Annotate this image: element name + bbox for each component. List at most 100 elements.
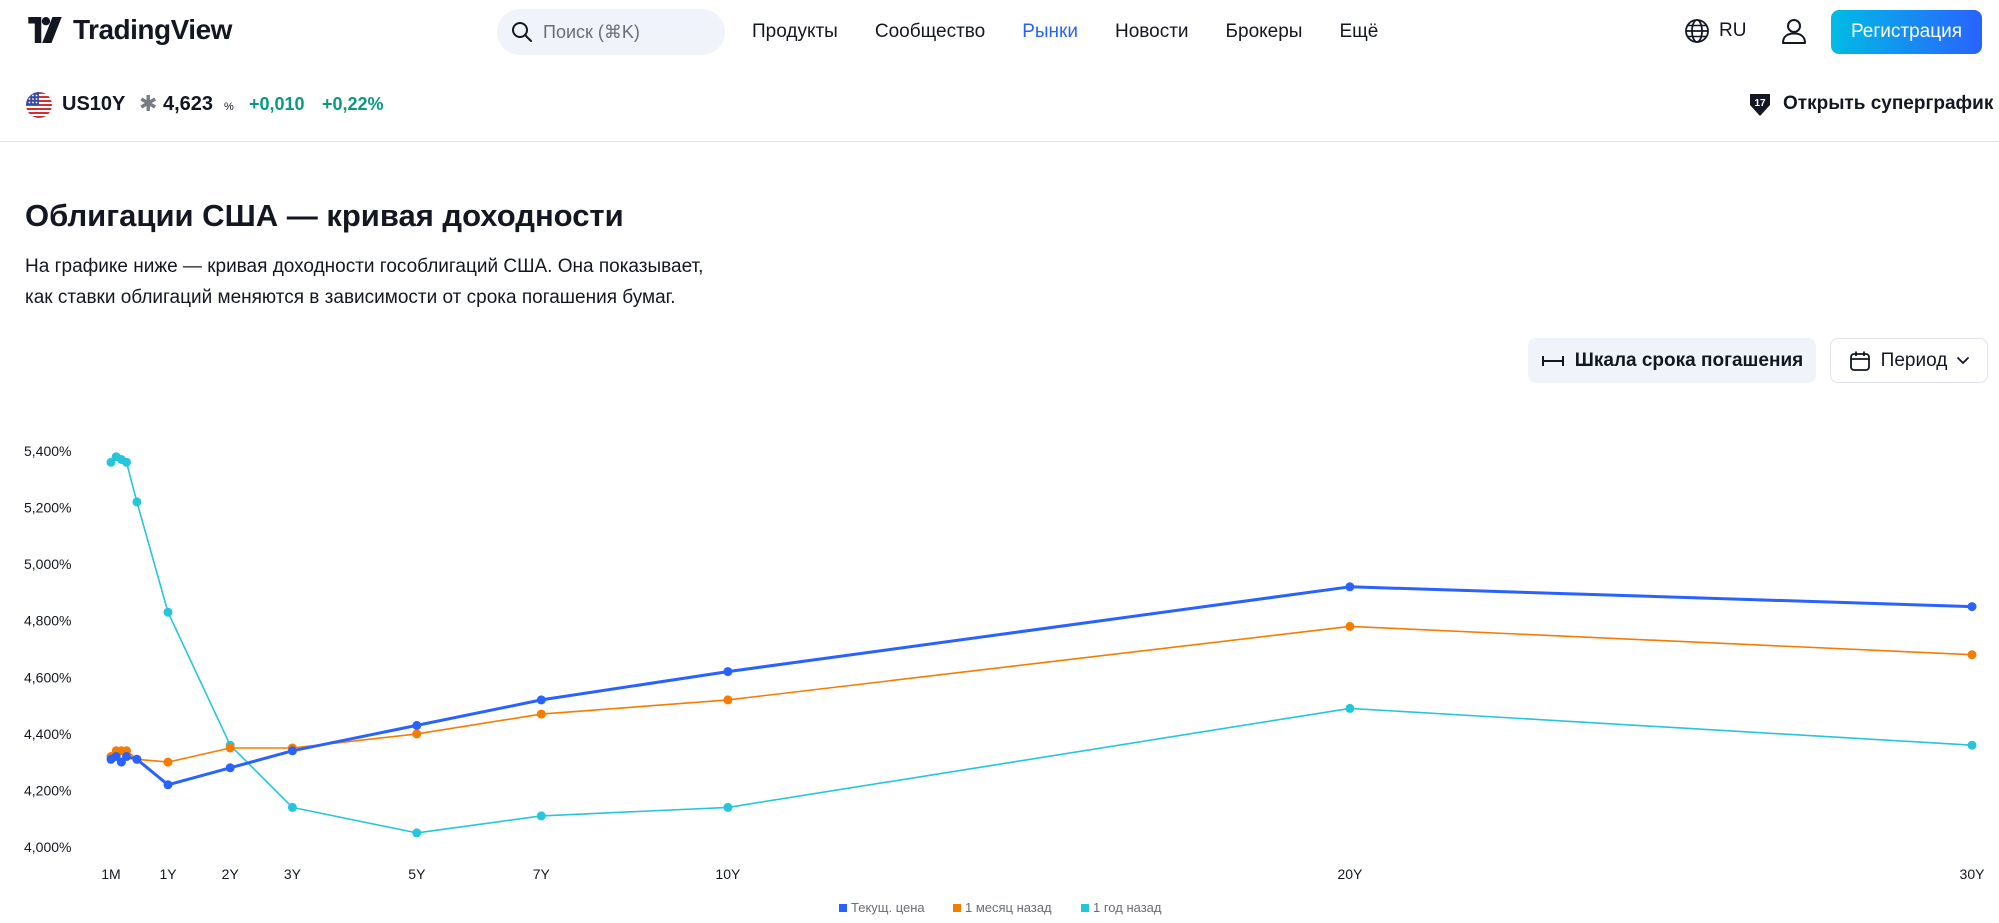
data-point[interactable] [1345, 621, 1355, 631]
legend-label[interactable]: Текущ. цена [851, 900, 925, 915]
y-tick-label: 5,000% [24, 556, 71, 572]
tradingview-logo-icon [28, 17, 62, 43]
y-tick-label: 5,400% [24, 443, 71, 459]
y-tick-label: 4,600% [24, 669, 71, 685]
x-tick-label: 5Y [408, 866, 426, 882]
ticker-bar: US10Y ✱ 4,623 % +0,010 +0,22% 17 Открыть… [0, 84, 1999, 126]
series-lines [110, 455, 1973, 834]
period-label: Период [1880, 349, 1948, 371]
main-nav: Продукты Сообщество Рынки Новости Брокер… [752, 0, 1378, 64]
data-point[interactable] [412, 729, 422, 739]
legend-swatch [953, 904, 961, 912]
nav-news[interactable]: Новости [1114, 21, 1189, 42]
data-point[interactable] [1967, 650, 1977, 660]
data-point[interactable] [1345, 703, 1355, 713]
data-point[interactable] [536, 709, 546, 719]
x-tick-label: 2Y [222, 866, 240, 882]
calendar-icon [1849, 351, 1870, 371]
page-title: Облигации США — кривая доходности [25, 198, 624, 233]
period-dropdown[interactable]: Период [1830, 338, 1988, 383]
data-point[interactable] [132, 754, 142, 764]
yield-curve-chart[interactable]: 5,400% 5,200% 5,000% 4,800% 4,600% 4,400% 4,20… [0, 430, 1999, 923]
svg-text:17: 17 [1754, 98, 1766, 109]
data-point[interactable] [287, 746, 297, 756]
legend-swatch [1081, 904, 1089, 912]
x-tick-label: 3Y [284, 866, 302, 882]
series-line-0 [110, 585, 1973, 787]
legend-swatch [839, 904, 847, 912]
register-button[interactable]: Регистрация [1831, 10, 1982, 54]
nav-brokers[interactable]: Брокеры [1225, 21, 1303, 42]
data-point[interactable] [225, 743, 235, 753]
ticker-change: +0,010 [249, 94, 305, 114]
data-point[interactable] [287, 802, 297, 812]
logo-text: TradingView [73, 14, 232, 45]
nav-more[interactable]: Ещё [1339, 21, 1379, 42]
nav-community[interactable]: Сообщество [874, 21, 986, 42]
data-point[interactable] [122, 752, 131, 761]
data-point[interactable] [1967, 740, 1977, 750]
data-point[interactable] [1345, 582, 1355, 592]
ticker-change-pct: +0,22% [322, 94, 384, 114]
ticker-price: 4,623 [163, 93, 214, 115]
x-tick-label: 1M [101, 866, 120, 882]
data-point[interactable] [412, 828, 422, 838]
maturity-scale-button[interactable]: Шкала срока погашения [1528, 338, 1816, 383]
maturity-scale-label: Шкала срока погашения [1574, 349, 1804, 371]
data-point[interactable] [723, 695, 733, 705]
series-line-2 [110, 455, 1973, 834]
x-axis: 1M 1Y 2Y 3Y 5Y 7Y 10Y 20Y 30Y [101, 866, 1985, 882]
tradingview-logo[interactable]: TradingView [25, 14, 232, 46]
open-supergraph-button[interactable]: 17 Открыть суперграфик [1746, 90, 1993, 118]
data-point[interactable] [412, 720, 422, 730]
globe-icon [1685, 19, 1709, 43]
x-tick-label: 7Y [533, 866, 551, 882]
scale-width-icon [1541, 355, 1564, 366]
description-line-1: На графике ниже — кривая доходности госо… [25, 256, 704, 277]
legend-label[interactable]: 1 год назад [1093, 900, 1162, 915]
chart-legend: Текущ. цена 1 месяц назад 1 год назад [839, 900, 1162, 915]
y-tick-label: 4,400% [24, 726, 71, 742]
data-point[interactable] [132, 497, 142, 507]
ticker-star-icon: ✱ [139, 91, 158, 116]
ticker-symbol[interactable]: US10Y [62, 93, 126, 115]
language-label: RU [1719, 20, 1747, 41]
data-point[interactable] [225, 763, 235, 773]
series-line-1 [110, 625, 1973, 763]
data-point[interactable] [723, 802, 733, 812]
x-tick-label: 30Y [1960, 866, 1986, 882]
series-points [106, 452, 1977, 838]
header-divider [0, 141, 1999, 142]
y-tick-label: 4,000% [24, 839, 71, 855]
nav-products[interactable]: Продукты [752, 21, 838, 42]
language-selector[interactable]: RU [1684, 18, 1746, 44]
supergraph-label: Открыть суперграфик [1783, 93, 1994, 114]
description-line-2: как ставки облигаций меняются в зависимо… [25, 287, 676, 308]
page-description: На графике ниже — кривая доходности госо… [25, 251, 815, 313]
data-point[interactable] [163, 780, 173, 790]
chevron-down-icon [1957, 356, 1970, 364]
y-tick-label: 5,200% [24, 500, 71, 516]
y-tick-label: 4,800% [24, 613, 71, 629]
user-icon[interactable] [1780, 17, 1808, 45]
top-header: TradingView Продукты Сообщество Рынки Но… [0, 0, 1999, 64]
legend-label[interactable]: 1 месяц назад [965, 900, 1052, 915]
y-axis: 5,400% 5,200% 5,000% 4,800% 4,600% 4,400% 4,20… [24, 443, 71, 855]
data-point[interactable] [723, 667, 733, 677]
data-point[interactable] [163, 607, 173, 617]
y-tick-label: 4,200% [24, 782, 71, 798]
data-point[interactable] [536, 695, 546, 705]
nav-markets[interactable]: Рынки [1022, 21, 1078, 42]
search-input[interactable] [543, 21, 713, 43]
search-box[interactable] [497, 9, 725, 55]
data-point[interactable] [163, 757, 173, 767]
x-tick-label: 10Y [715, 866, 741, 882]
x-tick-label: 1Y [159, 866, 177, 882]
data-point[interactable] [1967, 602, 1977, 612]
supergraph-icon: 17 [1750, 94, 1770, 116]
data-point[interactable] [536, 811, 546, 821]
us-flag-icon [26, 92, 52, 118]
data-point[interactable] [122, 457, 131, 467]
ticker-unit: % [224, 101, 234, 113]
x-tick-label: 20Y [1337, 866, 1363, 882]
